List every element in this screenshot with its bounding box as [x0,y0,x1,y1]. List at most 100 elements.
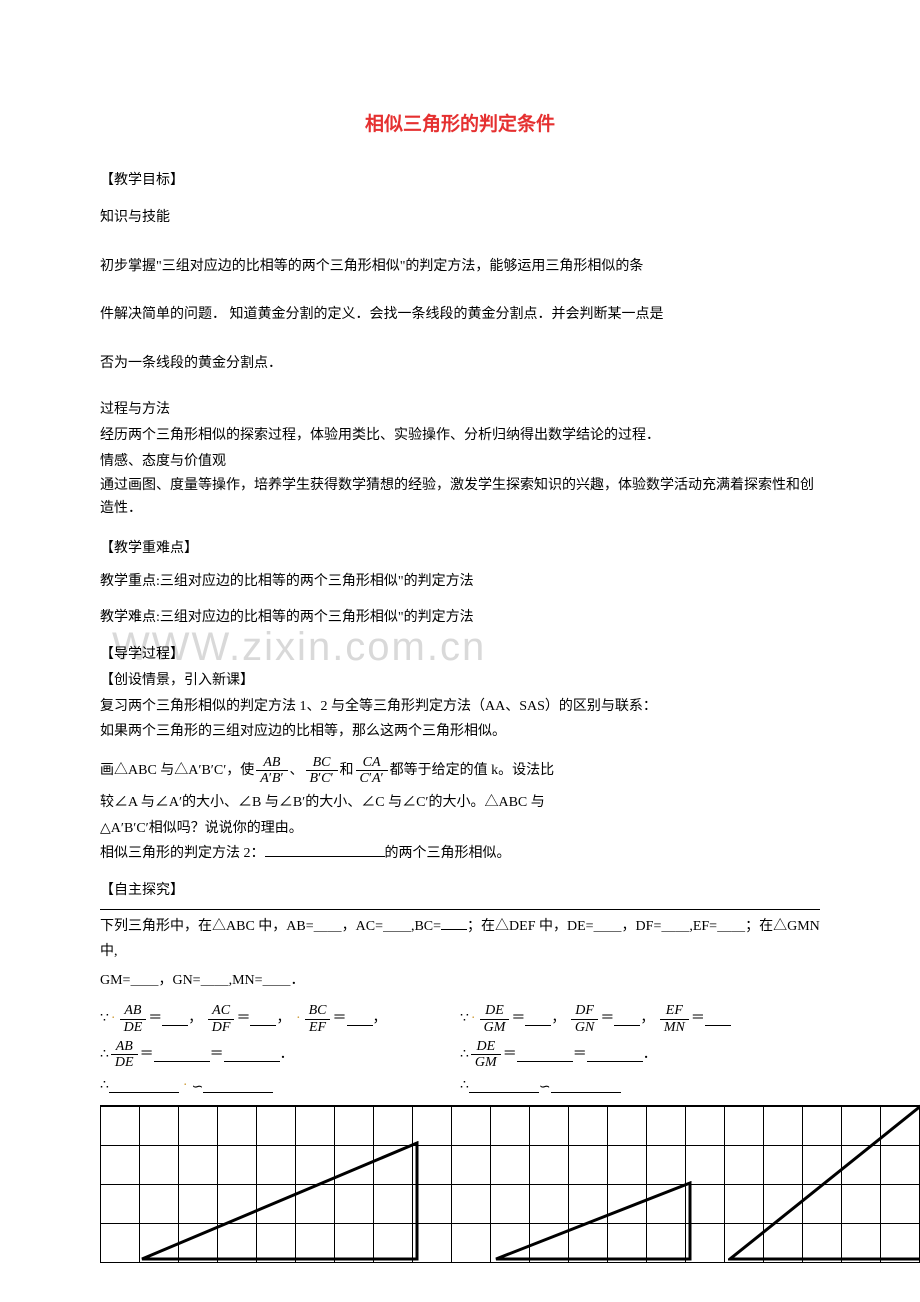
frac: DEGM [471,1039,501,1071]
frac: ACDF [208,1003,235,1035]
para-4: 经历两个三角形相似的探索过程，体验用类比、实验操作、分析归纳得出数学结论的过程． [100,424,820,448]
c: ， [640,1008,654,1030]
p: ． [643,1044,657,1066]
para-1: 初步掌握"三组对应边的比相等的两个三角形相似"的判定方法，能够运用三角形相似的条 [100,252,820,283]
and: 和 [340,760,354,782]
diff-1: 教学重点:三组对应边的比相等的两个三角形相似"的判定方法 [100,571,820,593]
blank [587,1048,643,1062]
eq: ＝ [573,1044,587,1066]
dot-icon: · [471,1008,476,1030]
blank [551,1079,621,1093]
label-difficulty: 【教学重难点】 [100,538,820,560]
para-2: 件解决简单的问题． 知道黄金分割的定义．会找一条线段的黄金分割点．并会判断某一点… [100,300,820,331]
frac: DEGM [480,1003,510,1035]
txt: 下列三角形中，在△ABC 中，AB=＿＿，AC=＿＿,BC= [100,919,441,934]
triangle-2 [494,1181,692,1261]
draw-line-3: △A′B′C′相似吗？说说你的理由。 [100,817,820,841]
label-knowledge: 知识与技能 [100,203,820,234]
math-columns: ∵ · ABDE ＝ ， ACDF ＝ ， · BCEF ＝ ， ∴ ABDE ＝ ＝… [100,997,820,1105]
diff-2: 教学难点:三组对应边的比相等的两个三角形相似"的判定方法 [100,607,820,629]
blank [109,1079,179,1093]
frac: BCEF [305,1003,331,1035]
label-scene: 【创设情景，引入新课】 [100,669,820,693]
eq: ＝ [236,1008,250,1030]
txt: 的两个三角形相似。 [385,846,511,861]
blank [441,916,467,930]
eq: ＝ [140,1044,154,1066]
dot-icon: · [296,1008,301,1030]
eq: ＝ [333,1008,347,1030]
sep: 、 [290,760,304,782]
eq: ＝ [600,1008,614,1030]
frac: ABDE [111,1039,138,1071]
draw-line-2: 较∠A 与∠A′的大小、∠B 与∠B′的大小、∠C 与∠C′的大小。△ABC 与 [100,791,820,815]
blank [250,1012,276,1026]
because: ∵ [460,1008,469,1030]
because-row-r: ∵ · DEGM ＝ ， DFGN ＝ ， EFMN ＝ [460,1003,820,1035]
blank [154,1048,210,1062]
sim: ∽ [539,1075,551,1097]
blank [224,1048,280,1062]
blank [517,1048,573,1062]
eq: ＝ [148,1008,162,1030]
col-left: ∵ · ABDE ＝ ， ACDF ＝ ， · BCEF ＝ ， ∴ ABDE ＝ ＝… [100,999,460,1101]
frac-ab: ABA′B′ [256,755,287,787]
eq: ＝ [503,1044,517,1066]
blank [469,1079,539,1093]
txt: 相似三角形的判定方法 2： [100,846,265,861]
eq: ＝ [511,1008,525,1030]
problem-row-1: 下列三角形中，在△ABC 中，AB=＿＿，AC=＿＿,BC=；在△DEF 中，D… [100,910,820,968]
c: ， [276,1008,290,1030]
txt: 都等于给定的值 k。设法比 [390,760,555,782]
therefore: ∴ [100,1075,109,1097]
label-guide: 【导学过程】 [100,643,820,667]
c: ， [188,1008,202,1030]
frac-ca: CAC′A′ [356,755,388,787]
blank [614,1012,640,1026]
p: ． [280,1044,294,1066]
blank [525,1012,551,1026]
therefore: ∴ [100,1044,109,1066]
c: ， [551,1008,565,1030]
therefore-row-r1: ∴ DEGM ＝ ＝ ． [460,1039,820,1071]
scene-2: 如果两个三角形的三组对应边的比相等，那么这两个三角形相似。 [100,721,820,743]
scene-1: 复习两个三角形相似的判定方法 1、2 与全等三角形判定方法（AA、SAS）的区别… [100,695,820,719]
grid-triangles [100,1105,920,1261]
problem-box: 下列三角形中，在△ABC 中，AB=＿＿，AC=＿＿,BC=；在△DEF 中，D… [100,909,820,1262]
triangle-1 [140,1141,419,1261]
title-text: 相似三角形的判定条件 [365,114,555,135]
blank [347,1012,373,1026]
triangle-3 [728,1103,920,1261]
para-3: 否为一条线段的黄金分割点． [100,349,820,380]
because-row-l: ∵ · ABDE ＝ ， ACDF ＝ ， · BCEF ＝ ， [100,1003,460,1035]
page-title: 相似三角形的判定条件 [100,110,820,140]
sim: ∽ [192,1075,204,1097]
blank [203,1079,273,1093]
label-process: 过程与方法 [100,398,820,422]
eq: ＝ [210,1044,224,1066]
blank [162,1012,188,1026]
eq: ＝ [691,1008,705,1030]
therefore-row-l2: ∴ · ∽ [100,1075,460,1097]
blank [265,843,385,857]
para-5: 通过画图、度量等操作，培养学生获得数学猜想的经验，激发学生探索知识的兴趣，体验数… [100,475,820,520]
frac: ABDE [120,1003,147,1035]
c: ， [373,1008,387,1030]
therefore: ∴ [460,1044,469,1066]
problem-row-2: GM=＿＿，GN=＿＿,MN=＿＿． [100,968,820,997]
txt: 画△ABC 与△A′B′C′，使 [100,760,254,782]
frac: EFMN [660,1003,689,1035]
therefore-row-l1: ∴ ABDE ＝ ＝ ． [100,1039,460,1071]
frac: DFGN [571,1003,598,1035]
because: ∵ [100,1008,109,1030]
label-explore: 【自主探究】 [100,880,820,902]
col-right: ∵ · DEGM ＝ ， DFGN ＝ ， EFMN ＝ ∴ DEGM ＝ ＝ ． ∴… [460,999,820,1101]
draw-line-1: 画△ABC 与△A′B′C′，使 ABA′B′ 、 BCB′C′ 和 CAC′A… [100,755,820,787]
label-emotion: 情感、态度与价值观 [100,450,820,474]
blank [705,1012,731,1026]
therefore-row-r2: ∴ ∽ [460,1075,820,1097]
therefore: ∴ [460,1075,469,1097]
frac-bc: BCB′C′ [306,755,338,787]
dot-icon: · [111,1008,116,1030]
draw-line-4: 相似三角形的判定方法 2： 的两个三角形相似。 [100,842,820,866]
